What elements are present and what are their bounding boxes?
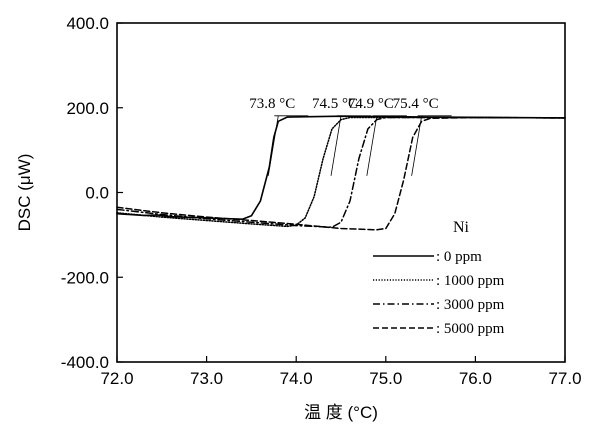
y-tick-label: 200.0 — [66, 99, 109, 118]
onset-tangent-line — [411, 115, 423, 176]
onset-temperature-label: 73.8 °C — [249, 96, 295, 112]
y-tick-label: 400.0 — [66, 14, 109, 33]
series-line-3 — [116, 116, 566, 231]
onset-tangent-line — [366, 115, 378, 176]
series-line-1 — [116, 116, 566, 228]
x-tick-label: 77.0 — [548, 369, 581, 388]
legend-entry-label: : 0 ppm — [436, 249, 482, 265]
axis-ticks: 72.0 73.0 74.0 75.0 76.0 77.0 -400.0 -200.0 0.0 2… — [61, 14, 582, 388]
legend: Ni : 0 ppm : 1000 ppm : 3000 ppm : 5000 ppm — [373, 219, 505, 337]
x-tick-label: 74.0 — [280, 369, 313, 388]
legend-entry-label: : 5000 ppm — [436, 321, 505, 337]
y-tick-label: 0.0 — [85, 184, 109, 203]
legend-entry-label: : 1000 ppm — [436, 273, 505, 289]
x-tick-label: 73.0 — [190, 369, 223, 388]
onset-temperature-label: 75.4 °C — [393, 96, 439, 112]
y-tick-label: -200.0 — [61, 268, 109, 287]
onset-temperature-label: 74.9 °C — [348, 96, 394, 112]
onset-temperature-label: 74.5 °C — [312, 96, 358, 112]
y-tick-label: -400.0 — [61, 353, 109, 372]
onset-tangent-line — [267, 115, 279, 176]
x-axis-label: 温 度 (°C) — [304, 403, 378, 422]
series-line-0 — [116, 115, 566, 220]
x-tick-label: 72.0 — [100, 369, 133, 388]
x-tick-label: 76.0 — [459, 369, 492, 388]
onset-tangent-line — [330, 115, 342, 176]
y-axis-label: DSC (μW) — [15, 154, 34, 232]
series-line-2 — [116, 116, 566, 228]
legend-title: Ni — [453, 219, 470, 236]
plot-marks: 73.8 °C 74.5 °C74.9 °C75.4 °C — [116, 96, 566, 231]
legend-entry-label: : 3000 ppm — [436, 297, 505, 313]
x-tick-label: 75.0 — [369, 369, 402, 388]
